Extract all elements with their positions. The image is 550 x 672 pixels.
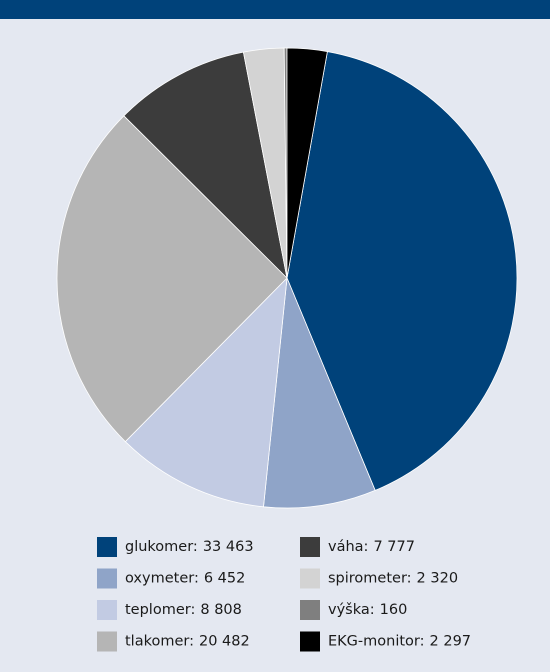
legend-swatch [300,631,320,652]
pie-slice [263,277,376,509]
legend-name: teplomer: [125,602,195,618]
legend-name: váha: [328,539,368,555]
legend-value: 6 452 [204,571,246,587]
pie-slice [123,51,288,280]
legend-value: 33 463 [203,539,254,555]
legend-label: výška: 160 [328,602,407,618]
pie-slice [56,115,288,443]
legend-name: výška: [328,602,375,618]
legend-name: tlakomer: [125,634,194,650]
legend-swatch [97,631,117,652]
legend-label: teplomer: 8 808 [125,602,242,618]
legend-swatch [300,568,320,589]
legend-label: spirometer: 2 320 [328,571,458,587]
legend-name: spirometer: [328,571,412,587]
legend-swatch [97,537,117,557]
legend-value: 7 777 [373,539,415,555]
legend-label: oxymeter: 6 452 [125,571,245,587]
pie-slice [286,51,518,491]
legend-name: EKG-monitor: [328,634,425,650]
legend-value: 20 482 [199,634,250,650]
legend-swatch [300,600,320,620]
legend-name: glukomer: [125,539,198,555]
pie-slice [286,47,328,279]
legend-label: glukomer: 33 463 [125,539,254,555]
legend-swatch [97,600,117,620]
legend-value: 160 [380,602,408,618]
legend-value: 2 320 [417,571,459,587]
header-band [0,0,550,19]
legend-value: 8 808 [200,602,242,618]
pie-slice [124,276,288,508]
legend-label: váha: 7 777 [328,539,415,555]
legend-label: EKG-monitor: 2 297 [328,634,471,650]
legend-swatch [97,568,117,589]
legend-value: 2 297 [430,634,472,650]
legend-label: tlakomer: 20 482 [125,634,250,650]
legend-swatch [300,537,320,557]
legend-name: oxymeter: [125,571,199,587]
